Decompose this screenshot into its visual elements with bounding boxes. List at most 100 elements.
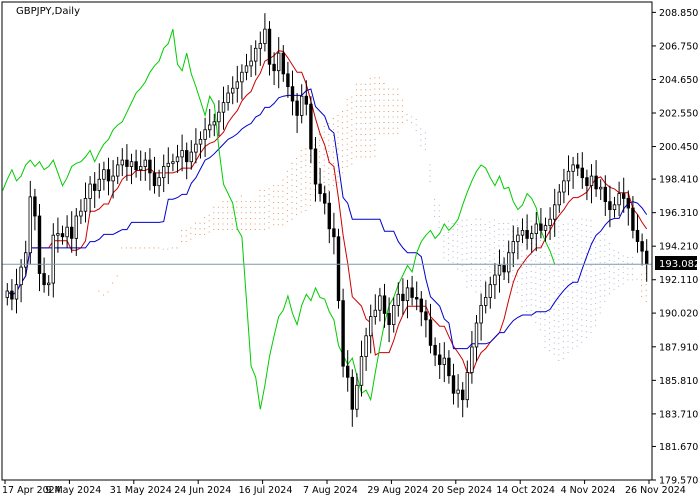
candle-body [539,223,543,231]
candle-body [249,60,253,67]
x-tick-label: 20 Sep 2024 [432,485,492,496]
candle-body [474,322,479,348]
candle-body [391,305,396,326]
candle-body [152,172,157,187]
x-tick-label: 9 May 2024 [45,485,101,496]
candle-body [359,356,364,386]
candle-body [318,183,322,195]
candle-body [276,52,281,72]
candle-body [138,166,143,171]
candle-body [378,295,382,311]
candle-body [148,159,152,174]
candle-body [594,175,598,190]
chikou-line [2,29,556,410]
candle-body [184,150,189,163]
kijun-line [6,88,648,350]
candle-body [79,210,83,217]
candle-body [244,65,249,73]
candle-body [557,191,561,206]
indicator-lines [2,29,648,410]
y-tick-label: 206.750 [659,41,698,52]
candle-body [479,305,483,324]
candle-body [401,293,405,302]
tenkan-line [6,50,648,374]
candle-body [497,265,502,276]
candle-body [97,178,101,191]
candle-body [88,183,92,199]
candle-body [157,177,161,187]
y-tick-label: 204.650 [659,75,698,86]
candle-body [42,273,46,286]
candle-body [207,124,212,131]
candle-body [382,295,387,314]
candle-body [161,166,166,179]
candle-body [447,357,451,377]
candle-body [405,287,410,302]
candle-body [543,225,548,231]
candle-body [134,161,138,171]
candle-body [530,233,534,239]
x-tick-label: 24 Jun 2024 [174,485,231,496]
candle-body [645,250,649,265]
candle-body [433,344,437,356]
y-tick-label: 196.310 [659,208,698,219]
candle-body [10,290,14,300]
y-tick-label: 202.550 [659,108,698,119]
candle-body [166,162,170,167]
candle-body [129,161,134,167]
candle-body [603,186,607,203]
x-tick-label: 7 Aug 2024 [303,485,358,496]
candle-body [309,103,313,150]
y-tick-label: 200.450 [659,142,698,153]
candle-body [304,95,308,105]
candle-body [410,287,414,298]
candle-body [235,81,239,89]
candle-body [585,177,589,187]
candle-body [451,375,456,394]
x-tick-label: 14 Oct 2024 [496,485,555,496]
candle-body [171,161,175,164]
candle-body [37,215,42,274]
candle-body [460,389,465,401]
candle-body [56,233,60,236]
candle-body [28,196,32,254]
candle-body [263,28,267,44]
candle-body [313,148,318,185]
candle-body [534,223,538,234]
y-tick-label: 187.910 [659,342,698,353]
candle-body [428,319,433,346]
candle-body [626,198,630,209]
candle-body [631,207,635,231]
candle-body [502,265,506,273]
price-tag: 193.082 [659,259,700,270]
candle-body [116,164,120,177]
candle-body [290,86,295,102]
candle-body [51,234,55,284]
candle-body [125,159,129,167]
candle-body [74,215,78,239]
candle-body [189,151,193,163]
candle-body [437,354,442,365]
plot-border [1,1,653,481]
candle-body [589,175,594,187]
candle-body [599,186,603,190]
candle-body [622,193,626,199]
plot-frame [1,1,653,481]
candle-body [355,384,359,410]
y-tick-label: 194.210 [659,242,698,253]
candle-body [562,180,566,193]
candle-body [120,159,124,166]
candle-body [281,52,285,75]
candle-body [70,226,74,239]
candle-body [33,196,37,217]
candle-body [617,193,621,206]
candle-body [566,170,571,182]
candle-body [506,252,511,273]
candle-body [60,233,65,238]
candle-body [483,297,488,306]
candle-body [640,241,644,252]
candle-body [65,226,69,238]
price-tag-bg [655,256,697,270]
